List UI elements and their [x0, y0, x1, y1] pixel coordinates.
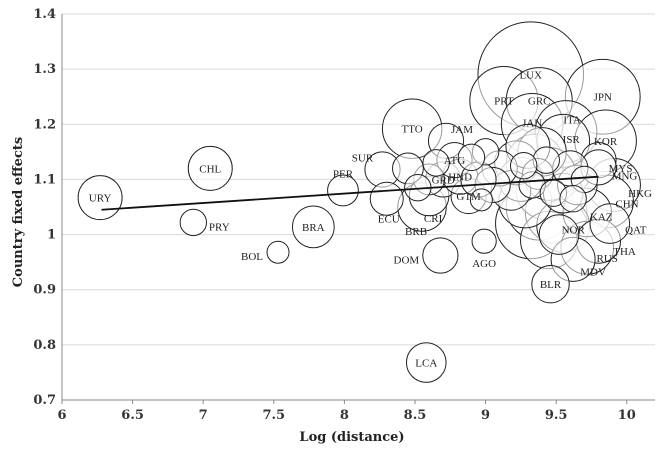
point-label-ita: ITA [563, 114, 581, 126]
bubble-qat [589, 203, 631, 244]
point-label-gtm: GTM [456, 191, 481, 203]
trend-line [101, 175, 599, 211]
point-label-pry: PRY [209, 221, 230, 233]
bubble-dom [422, 237, 459, 274]
bubble-bol [266, 240, 290, 264]
bubble [422, 149, 450, 177]
x-tick-label: 7.5 [262, 408, 285, 423]
point-label-kor: KOR [594, 136, 618, 148]
bubbles [77, 21, 641, 383]
x-tick-label: 6.5 [121, 408, 144, 423]
y-tick-label: 0.8 [33, 338, 56, 353]
bubble [532, 146, 560, 174]
trend-line-group [101, 175, 599, 211]
bubble [457, 143, 486, 172]
y-tick-label: 1.2 [33, 117, 56, 132]
point-label-lux: LUX [519, 70, 542, 82]
y-tick-label: 1.4 [33, 7, 56, 22]
bubble-per [327, 174, 359, 207]
point-label-grd: GRD [432, 174, 455, 186]
point-label-kaz: KAZ [590, 212, 613, 224]
y-tick-label: 0.7 [33, 393, 56, 408]
bubble [509, 151, 538, 180]
point-label-chl: CHL [199, 163, 221, 175]
axes: 0.7 0.8 0.9 1 1.1 1.2 1.3 1.4 6 6.5 7 7.5 8 8.5 9 9.5 10 [33, 7, 655, 423]
bubble [538, 214, 580, 255]
x-tick-label: 7 [199, 408, 208, 423]
x-tick-label: 8 [340, 408, 349, 423]
bubble-ago [471, 228, 497, 254]
point-label-lca: LCA [415, 358, 437, 370]
point-label-per: PER [333, 168, 354, 180]
point-label-cri: CRI [424, 213, 443, 225]
y-tick-label: 1 [47, 228, 56, 243]
x-tick-label: 10 [618, 408, 636, 423]
point-label-mys: MYS [609, 163, 633, 175]
point-label-atg: ATG [444, 155, 465, 167]
point-label-nor: NOR [562, 225, 586, 237]
point-label-dom: DOM [394, 255, 420, 267]
point-label-sur: SUR [352, 153, 374, 165]
point-label-brb: BRB [405, 226, 427, 238]
bubble-lca [405, 342, 447, 383]
bubble-blr [531, 265, 570, 304]
y-tick-label: 1.3 [33, 62, 56, 77]
bubble-pry [179, 208, 208, 237]
x-tick-label: 6 [57, 408, 66, 423]
point-label-ury: URY [89, 193, 112, 205]
grid-lines [62, 13, 655, 346]
point-label-mdv: MDV [580, 266, 606, 278]
point-label-jan: JAN [522, 117, 542, 129]
point-label-bol: BOL [241, 251, 263, 263]
point-label-prt: PRT [494, 96, 514, 108]
point-label-ecu: ECU [378, 214, 400, 226]
point-label-jam: JAM [451, 124, 473, 136]
point-label-rus: RUS [597, 253, 618, 265]
point-label-jpn: JPN [594, 92, 612, 104]
x-tick-label: 8.5 [404, 408, 427, 423]
x-tick-label: 9.5 [545, 408, 568, 423]
point-label-ago: AGO [472, 258, 496, 270]
point-label-qat: QAT [625, 225, 647, 237]
bubble-chl [187, 145, 233, 191]
point-label-tto: TTO [402, 124, 423, 136]
y-tick-label: 0.9 [33, 283, 56, 298]
point-label-mng: MNG [612, 170, 638, 182]
bubble [469, 188, 493, 212]
x-axis-title: Log (distance) [299, 430, 404, 445]
y-tick-label: 1.1 [33, 172, 56, 187]
point-label-chn: CHN [615, 198, 638, 210]
x-tick-label: 9 [481, 408, 490, 423]
point-label-grc: GRC [528, 96, 551, 108]
point-label-hnd: HND [448, 172, 472, 184]
point-label-isr: ISR [563, 134, 581, 146]
y-axis-title: Country fixed effects [11, 137, 26, 287]
bubble [559, 185, 587, 213]
bubble-ecu [369, 181, 404, 216]
point-label-blr: BLR [540, 279, 562, 291]
point-label-hkg: HKG [628, 188, 652, 200]
point-label-bra: BRA [302, 222, 325, 234]
bubble-bra [291, 205, 335, 249]
point-label-tha: THA [613, 246, 636, 258]
